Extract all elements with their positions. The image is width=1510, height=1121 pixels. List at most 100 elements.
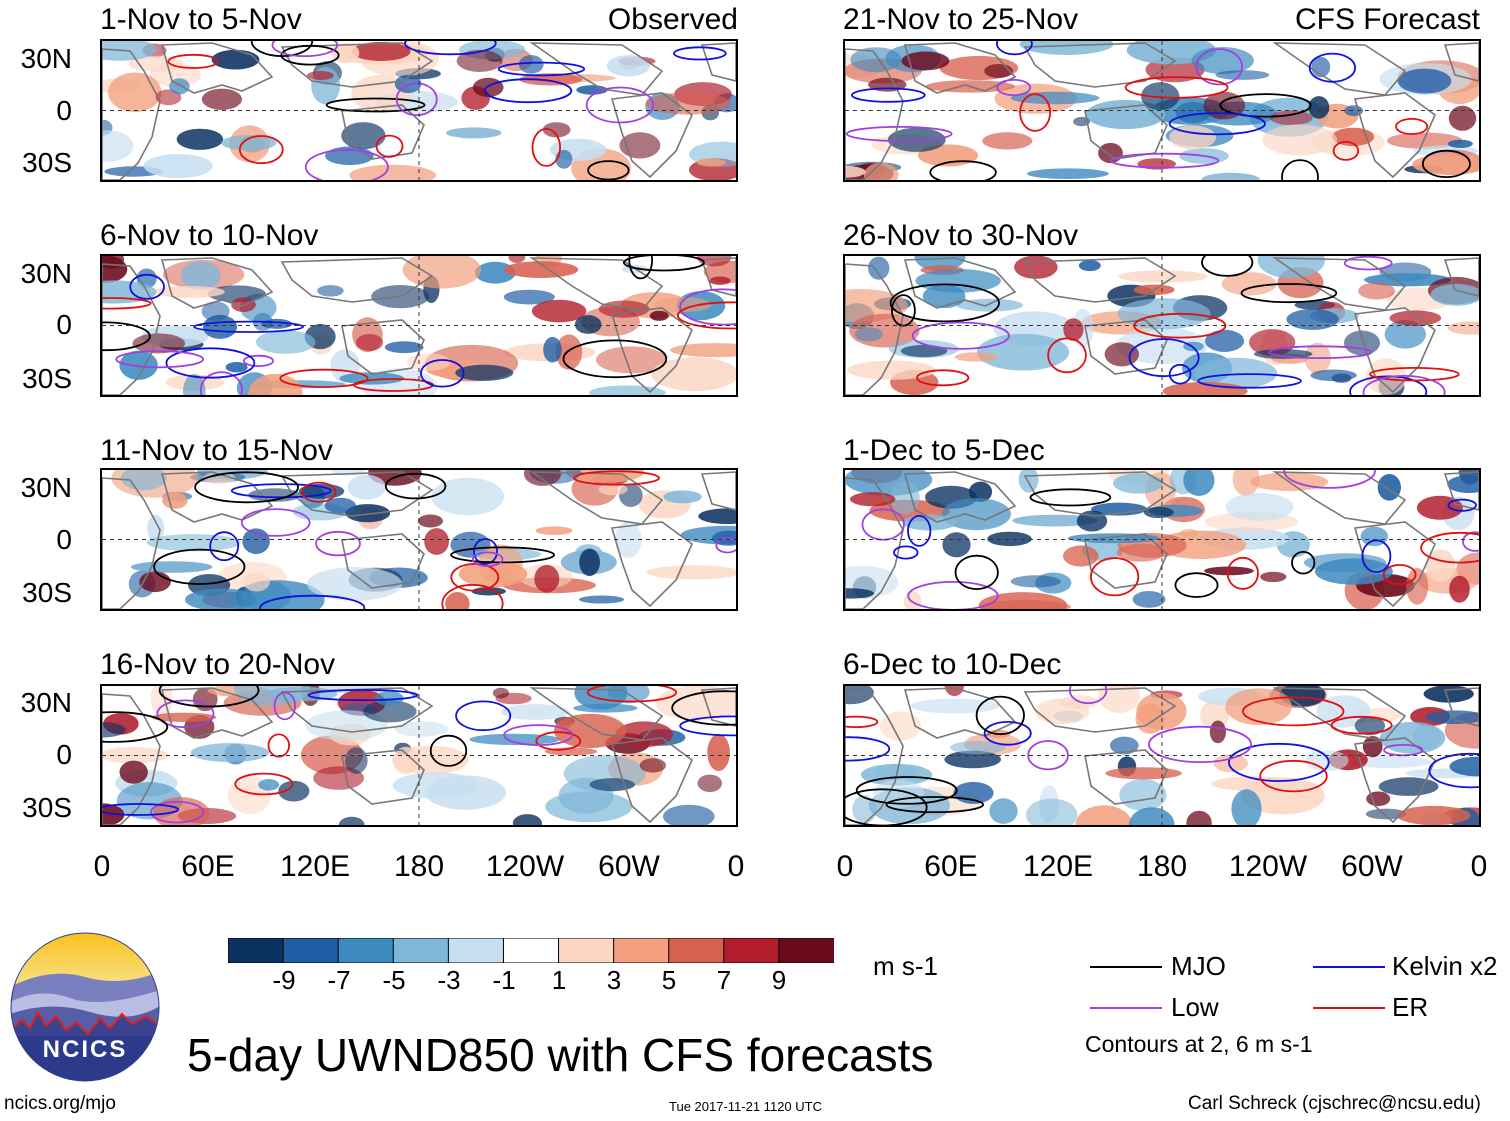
coastline: [1443, 687, 1479, 727]
colorbar-label: -3: [437, 965, 461, 995]
filter-contour: [209, 531, 240, 562]
legend-label-er: ER: [1392, 992, 1429, 1022]
logo-text: NCICS: [42, 1036, 128, 1063]
coastline: [700, 257, 736, 297]
coastline: [280, 687, 434, 733]
lat-label-eq: 0: [56, 95, 72, 126]
anomaly-shading: [523, 470, 562, 486]
coastline: [341, 533, 425, 589]
lat-label-30n: 30N: [20, 472, 72, 503]
filter-contour: [267, 733, 291, 758]
anomaly-shading: [317, 285, 344, 297]
timestamp: Tue 2017-11-21 1120 UTC: [669, 1099, 822, 1114]
anomaly-shading: [1384, 320, 1426, 349]
coastline: [1443, 257, 1479, 297]
anomaly-shading: [1364, 273, 1452, 287]
coastline: [845, 48, 904, 180]
anomaly-shading: [1067, 533, 1160, 544]
coastline: [341, 319, 425, 375]
anomaly-shading: [1136, 692, 1187, 730]
anomaly-shading: [639, 758, 667, 773]
anomaly-shading: [431, 477, 505, 516]
anomaly-shading: [1175, 102, 1211, 123]
filter-contour: [1168, 363, 1192, 385]
anomaly-shading: [989, 798, 1018, 824]
lat-label-eq: 0: [56, 524, 72, 555]
anomaly-shading: [500, 704, 570, 720]
coastline: [700, 471, 736, 511]
colorbar-labels: -9 -7 -5 -3 -1 1 3 5 7 9: [0, 967, 850, 997]
filter-contour: [996, 78, 1032, 97]
anomaly-shading: [248, 488, 302, 502]
panel-title: 1-Dec to 5-Dec: [843, 434, 1045, 467]
coastline: [1084, 533, 1168, 589]
ncics-logo[interactable]: NCICS: [10, 932, 160, 1082]
anomaly-shading: [1104, 342, 1139, 367]
filter-contour: [715, 537, 736, 554]
anomaly-shading: [1449, 575, 1470, 603]
colorbar-swatch: [778, 937, 835, 964]
anomaly-shading: [1026, 798, 1078, 825]
filter-contour: [929, 160, 997, 180]
coastline: [1023, 471, 1177, 517]
filter-contour: [1281, 159, 1319, 180]
figure-title: 5-day UWND850 with CFS forecasts: [187, 1029, 934, 1081]
anomaly-shading: [1073, 116, 1090, 127]
anomaly-shading: [1186, 810, 1212, 825]
anomaly-shading: [619, 132, 661, 159]
filter-contour: [907, 581, 999, 609]
anomaly-shading: [519, 73, 583, 86]
anomaly-shading: [151, 712, 217, 722]
legend-label-low: Low: [1171, 992, 1219, 1022]
panel-title: 6-Dec to 10-Dec: [843, 648, 1062, 681]
anomaly-shading: [698, 508, 736, 524]
anomaly-shading: [968, 481, 993, 502]
coastline: [1353, 92, 1436, 179]
anomaly-shading: [542, 122, 571, 138]
anomaly-shading: [1027, 168, 1109, 179]
lon-label: 120W: [485, 850, 565, 883]
anomaly-shading: [1366, 791, 1391, 807]
filter-contour: [585, 86, 655, 124]
anomaly-shading: [143, 154, 213, 178]
anomaly-shading: [1098, 686, 1140, 713]
anomaly-shading: [512, 814, 542, 825]
coastline: [903, 42, 1017, 94]
filter-contour: [845, 126, 953, 142]
anomaly-shading: [445, 592, 470, 609]
filter-contour: [1128, 338, 1200, 378]
lon-label: 120E: [279, 850, 351, 883]
coastline: [1443, 42, 1479, 82]
anomaly-shading: [185, 588, 258, 609]
coastline: [610, 737, 693, 824]
anomaly-shading: [1447, 139, 1473, 148]
map-field: [102, 256, 736, 395]
filter-contour: [573, 470, 660, 486]
anomaly-shading: [545, 791, 633, 823]
units-label: m s-1: [873, 951, 938, 981]
anomaly-shading: [1225, 493, 1294, 521]
filter-contour: [1343, 256, 1393, 271]
coastline: [610, 307, 693, 394]
map-field: [102, 686, 736, 825]
anomaly-shading: [356, 334, 384, 351]
anomaly-shading: [697, 774, 723, 792]
anomaly-shading: [1225, 688, 1292, 726]
lon-label: 60E: [924, 850, 978, 883]
filter-contour: [1369, 366, 1460, 382]
filter-contour: [1395, 118, 1429, 136]
colorbar-label: 5: [661, 965, 677, 995]
website-link[interactable]: ncics.org/mjo: [4, 1093, 116, 1114]
anomaly-shading: [190, 743, 270, 763]
filter-contour: [450, 563, 500, 592]
filter-contour: [671, 690, 736, 726]
filter-contour: [855, 776, 958, 805]
anomaly-shading: [132, 333, 185, 354]
anomaly-shading: [1447, 321, 1479, 335]
anomaly-shading: [1215, 70, 1270, 80]
filter-contour: [1240, 283, 1338, 304]
anomaly-shading: [863, 162, 899, 180]
anomaly-shading: [847, 360, 937, 380]
anomaly-shading: [384, 341, 424, 354]
colorbar-label: -7: [327, 965, 351, 995]
